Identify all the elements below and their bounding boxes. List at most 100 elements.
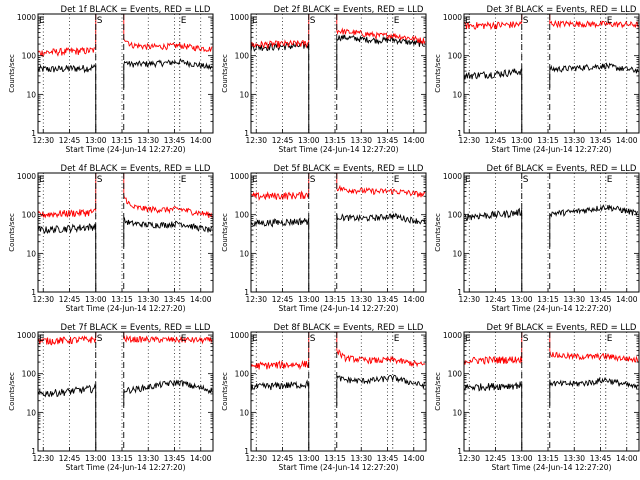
- series-line: [250, 41, 310, 134]
- x-tick-label: 14:00: [190, 295, 212, 304]
- x-tick-label: 13:15: [324, 295, 346, 304]
- x-tick-label: 12:45: [485, 136, 507, 145]
- x-tick-label: 12:45: [272, 295, 294, 304]
- series-line: [250, 379, 310, 452]
- y-tick-label: 1000: [443, 331, 462, 340]
- event-marker-label: S: [310, 175, 316, 185]
- series-line: [336, 374, 426, 406]
- plot-frame: [250, 172, 427, 293]
- y-tick-label: 1: [457, 288, 462, 297]
- y-tick-label: 1000: [17, 331, 36, 340]
- x-tick-label: 12:30: [458, 295, 480, 304]
- y-tick-label: 1000: [17, 13, 36, 22]
- y-axis-label: Counts/sec: [8, 213, 16, 252]
- plot-frame: [37, 13, 214, 134]
- x-tick-label: 13:00: [85, 295, 107, 304]
- x-tick-label: 12:45: [272, 136, 294, 145]
- series-line: [123, 332, 213, 345]
- series-line: [463, 68, 523, 134]
- y-tick-label: 1: [31, 129, 36, 138]
- event-marker-label: E: [607, 334, 613, 344]
- x-tick-label: 13:15: [537, 295, 559, 304]
- x-axis-label: Start Time (24-Jun-14 12:27:20): [66, 304, 186, 313]
- y-axis-label: Counts/sec: [434, 54, 442, 93]
- x-axis-label: Start Time (24-Jun-14 12:27:20): [279, 145, 399, 154]
- y-tick-label: 100: [448, 211, 463, 220]
- x-tick-label: 13:45: [164, 136, 186, 145]
- plot-frame: [250, 13, 427, 134]
- chart-title: Det 3f BLACK = Events, RED = LLD: [487, 5, 637, 15]
- event-marker-label: E: [394, 175, 400, 185]
- series-line: [123, 57, 213, 88]
- x-tick-label: 13:15: [537, 454, 559, 463]
- event-marker-label: S: [523, 334, 529, 344]
- x-tick-label: 14:00: [616, 454, 638, 463]
- y-tick-label: 10: [452, 249, 462, 258]
- x-tick-label: 14:00: [403, 454, 425, 463]
- y-tick-label: 1: [244, 288, 249, 297]
- event-marker-label: E: [394, 334, 400, 344]
- y-tick-label: 100: [448, 52, 463, 61]
- series-line: [37, 63, 97, 134]
- series-line: [463, 331, 523, 365]
- x-tick-label: 13:00: [298, 454, 320, 463]
- x-tick-label: 12:30: [32, 454, 54, 463]
- y-tick-label: 10: [26, 408, 36, 417]
- x-tick-label: 13:30: [350, 454, 372, 463]
- y-tick-label: 1000: [230, 331, 249, 340]
- y-axis-label: Counts/sec: [434, 372, 442, 411]
- x-tick-label: 13:45: [377, 295, 399, 304]
- y-tick-label: 100: [235, 52, 250, 61]
- x-tick-label: 12:45: [59, 454, 81, 463]
- event-marker-label: S: [97, 334, 103, 344]
- x-tick-label: 12:30: [458, 454, 480, 463]
- event-marker-label: E: [465, 334, 471, 344]
- y-tick-label: 1: [457, 129, 462, 138]
- series-line: [250, 331, 310, 371]
- x-axis-label: Start Time (24-Jun-14 12:27:20): [66, 145, 186, 154]
- y-tick-label: 1: [457, 447, 462, 456]
- x-tick-label: 12:30: [245, 295, 267, 304]
- x-tick-label: 14:00: [616, 136, 638, 145]
- y-tick-label: 100: [235, 211, 250, 220]
- event-marker-label: E: [39, 334, 45, 344]
- event-marker-label: E: [252, 16, 258, 26]
- y-tick-label: 100: [448, 370, 463, 379]
- chart-title: Det 2f BLACK = Events, RED = LLD: [274, 5, 424, 15]
- series-line: [549, 62, 639, 88]
- event-marker-label: E: [465, 16, 471, 26]
- event-marker-label: E: [394, 16, 400, 26]
- event-marker-label: E: [465, 175, 471, 185]
- x-tick-label: 13:00: [85, 454, 107, 463]
- y-tick-label: 1: [31, 288, 36, 297]
- series-line: [463, 207, 523, 293]
- y-axis-label: Counts/sec: [434, 213, 442, 252]
- event-marker-label: S: [523, 175, 529, 185]
- plot-frame: [250, 331, 427, 452]
- event-marker-label: E: [252, 175, 258, 185]
- series-line: [37, 172, 97, 219]
- x-tick-label: 13:45: [590, 136, 612, 145]
- x-tick-label: 14:00: [403, 136, 425, 145]
- series-line: [336, 34, 426, 88]
- y-axis-label: Counts/sec: [8, 372, 16, 411]
- plot-frame: [463, 172, 640, 293]
- x-tick-label: 14:00: [403, 295, 425, 304]
- series-line: [336, 332, 426, 368]
- x-tick-label: 13:30: [563, 295, 585, 304]
- event-marker-label: E: [39, 16, 45, 26]
- x-tick-label: 13:45: [377, 454, 399, 463]
- series-line: [250, 217, 310, 293]
- series-line: [123, 173, 213, 218]
- x-tick-label: 13:15: [324, 136, 346, 145]
- y-tick-label: 10: [26, 90, 36, 99]
- x-tick-label: 14:00: [190, 454, 212, 463]
- x-tick-label: 13:00: [85, 136, 107, 145]
- event-marker-label: E: [607, 16, 613, 26]
